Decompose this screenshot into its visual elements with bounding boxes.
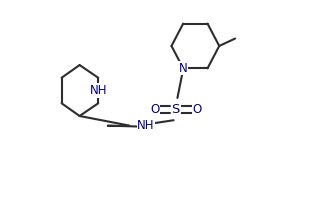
Text: O: O [192,103,201,116]
Text: N: N [179,62,187,75]
Text: NH: NH [90,84,107,97]
Text: S: S [171,103,180,116]
Text: O: O [150,103,159,116]
Text: NH: NH [137,119,155,132]
